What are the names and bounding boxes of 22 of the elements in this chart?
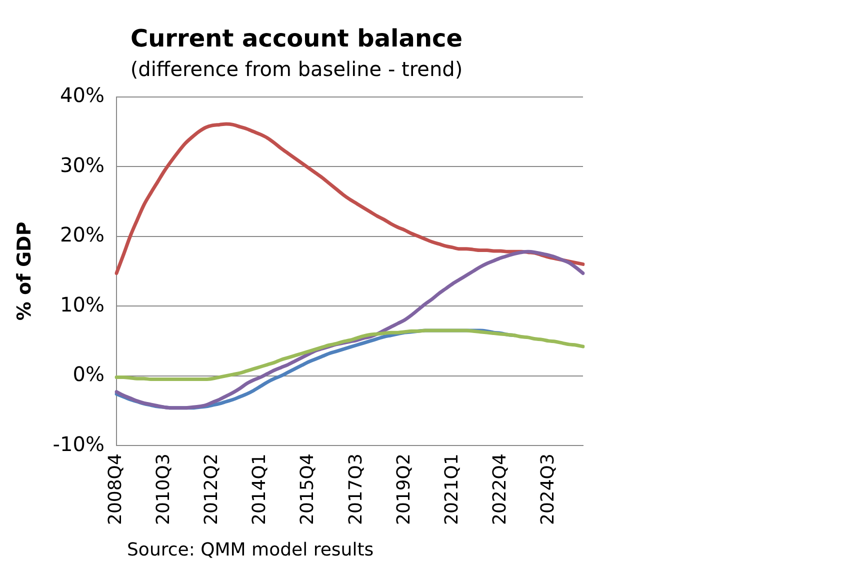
y-tick-label: 10% [60, 292, 104, 316]
x-tick-label: 2021Q1 [441, 454, 462, 526]
x-tick-label: 2022Q4 [489, 454, 510, 526]
x-tick-label: 2012Q2 [201, 454, 222, 526]
x-tick-label: 2017Q3 [345, 454, 366, 526]
y-tick-label: 20% [60, 222, 104, 247]
x-tick-label: 2010Q3 [153, 454, 174, 526]
x-tick-label: 2019Q2 [393, 454, 414, 526]
chart-subtitle: (difference from baseline - trend) [130, 57, 463, 82]
x-tick-label: 2024Q3 [537, 454, 558, 526]
source-note: Source: QMM model results [127, 540, 374, 561]
y-tick-label: 0% [72, 362, 104, 386]
y-tick-label: 30% [60, 152, 104, 177]
chart-title: Current account balance [130, 24, 463, 53]
y-axis-title: % of GDP [13, 222, 36, 321]
x-tick-label: 2008Q4 [105, 454, 126, 526]
x-tick-label: 2015Q4 [297, 454, 318, 526]
line-series [114, 122, 585, 276]
y-tick-label: 40% [60, 83, 104, 108]
x-tick-label: 2014Q1 [249, 454, 270, 526]
line-series [114, 328, 585, 382]
y-tick-label: -10% [52, 432, 104, 456]
